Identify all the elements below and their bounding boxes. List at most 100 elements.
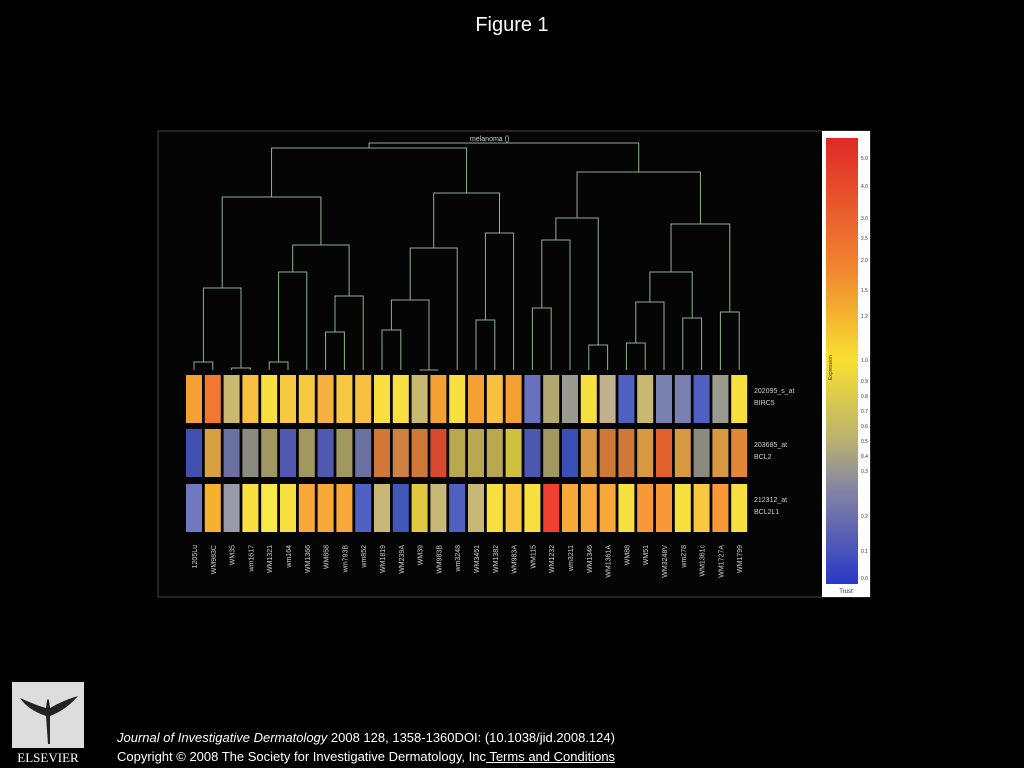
scale-tick: 0.3 (861, 469, 868, 475)
heatmap-cell (656, 484, 672, 532)
sample-label: WM1819 (380, 545, 387, 573)
heatmap-cell (599, 484, 616, 532)
heatmap-cell (599, 429, 616, 477)
heatmap-cell (298, 484, 315, 532)
heatmap-cell (562, 375, 578, 423)
scale-tick: 0.5 (861, 439, 868, 445)
gene-label: BCL2L1 (754, 509, 779, 516)
heatmap-cell (374, 375, 390, 423)
sample-label: wm3248 (455, 545, 462, 573)
heatmap-cell (374, 484, 390, 532)
copyright-line: Copyright © 2008 The Society for Investi… (117, 747, 615, 766)
sample-label: WM983C (211, 545, 218, 574)
heatmap-cell (392, 375, 409, 423)
scale-tick: 1.2 (861, 314, 868, 320)
sample-label: wm1617 (248, 545, 255, 573)
scale-tick: 2.0 (861, 258, 868, 264)
heatmap-cell (524, 375, 541, 423)
sample-label: WM51 (643, 545, 650, 565)
heatmap-cell (674, 375, 691, 423)
gene-label: BIRC5 (754, 400, 775, 407)
heatmap-cell (430, 484, 447, 532)
heatmap-cell (618, 375, 635, 423)
heatmap-cell (204, 375, 221, 423)
sample-label: WM3248V (662, 545, 669, 578)
heatmap-cell (223, 375, 240, 423)
scale-title: Expression (828, 355, 834, 380)
sample-label: 1205Lu (192, 545, 199, 568)
heatmap-cell (505, 375, 522, 423)
heatmap-cell (336, 375, 353, 423)
heatmap-cell (505, 429, 522, 477)
heatmap-cell (449, 429, 466, 477)
heatmap-cell (468, 429, 484, 477)
heatmap-cell (430, 375, 447, 423)
gene-label: BCL2 (754, 454, 772, 461)
heatmap-cell (223, 429, 240, 477)
terms-link[interactable]: Terms and Conditions (485, 749, 616, 764)
sample-label: wm3211 (568, 545, 575, 572)
sample-label: wm278 (681, 545, 688, 569)
heatmap-cell (543, 484, 560, 532)
footer: Journal of Investigative Dermatology 200… (117, 728, 615, 766)
sample-label: WM1382 (493, 545, 500, 573)
heatmap-cell (317, 375, 334, 423)
heatmap-cell (637, 429, 654, 477)
heatmap-cell (298, 429, 315, 477)
heatmap-cell (712, 429, 729, 477)
sample-label: WM1232 (549, 545, 556, 573)
sample-label: WM1361c (700, 545, 707, 577)
heatmap-cell (618, 429, 635, 477)
scale-tick: 0.9 (861, 379, 868, 385)
sample-label: WM239A (399, 545, 406, 574)
heatmap-cell (562, 484, 578, 532)
scale-tick: 2.5 (861, 236, 868, 242)
scale-tick: 0.7 (861, 409, 868, 415)
heatmap-cell (599, 375, 616, 423)
scale-bar (826, 138, 858, 584)
sample-label: WM983A (512, 545, 519, 574)
scale-tick: 3.0 (861, 216, 868, 222)
probe-label: 212312_at (754, 497, 787, 504)
scale-tick: 0.6 (861, 424, 868, 430)
heatmap-cell (204, 429, 221, 477)
heatmap-cell (731, 375, 748, 423)
heatmap-cell (355, 375, 372, 423)
heatmap-cell (674, 484, 691, 532)
heatmap-cell (261, 429, 278, 477)
heatmap-cell (374, 429, 390, 477)
heatmap-cell (280, 484, 296, 532)
heatmap-cell (468, 484, 484, 532)
heatmap-cell (580, 484, 597, 532)
heatmap-cell (505, 484, 522, 532)
heatmap-cell (731, 429, 748, 477)
heatmap-cell (693, 429, 710, 477)
heatmap-cell (486, 484, 503, 532)
heatmap-cell (580, 429, 597, 477)
heatmap-cell (392, 484, 409, 532)
heatmap-cell (186, 429, 202, 477)
heatmap-cell (261, 484, 278, 532)
scale-tick: 0.4 (861, 454, 868, 460)
heatmap-cell (280, 429, 296, 477)
sample-label: WM88 (624, 545, 631, 565)
heatmap-cell (392, 429, 409, 477)
heatmap-cell (186, 375, 202, 423)
scale-tick: 5.0 (861, 156, 868, 162)
journal: Journal of Investigative Dermatology (117, 730, 328, 745)
sample-label: wm164 (286, 545, 293, 569)
logo: ELSEVIER (12, 682, 84, 765)
scale-tick: 0.8 (861, 394, 868, 400)
heatmap-cell (543, 375, 560, 423)
heatmap-cell (411, 429, 428, 477)
heatmap-cell (261, 375, 278, 423)
heatmap-cell (637, 375, 654, 423)
sample-label: WM35 (230, 545, 237, 565)
tree-label: melanoma () (470, 136, 509, 143)
sample-label: WM39 (418, 545, 425, 565)
heatmap-cell (355, 484, 372, 532)
scale-tick: 0.2 (861, 514, 868, 520)
heatmap-cell (486, 429, 503, 477)
sample-label: WM858 (324, 545, 331, 569)
